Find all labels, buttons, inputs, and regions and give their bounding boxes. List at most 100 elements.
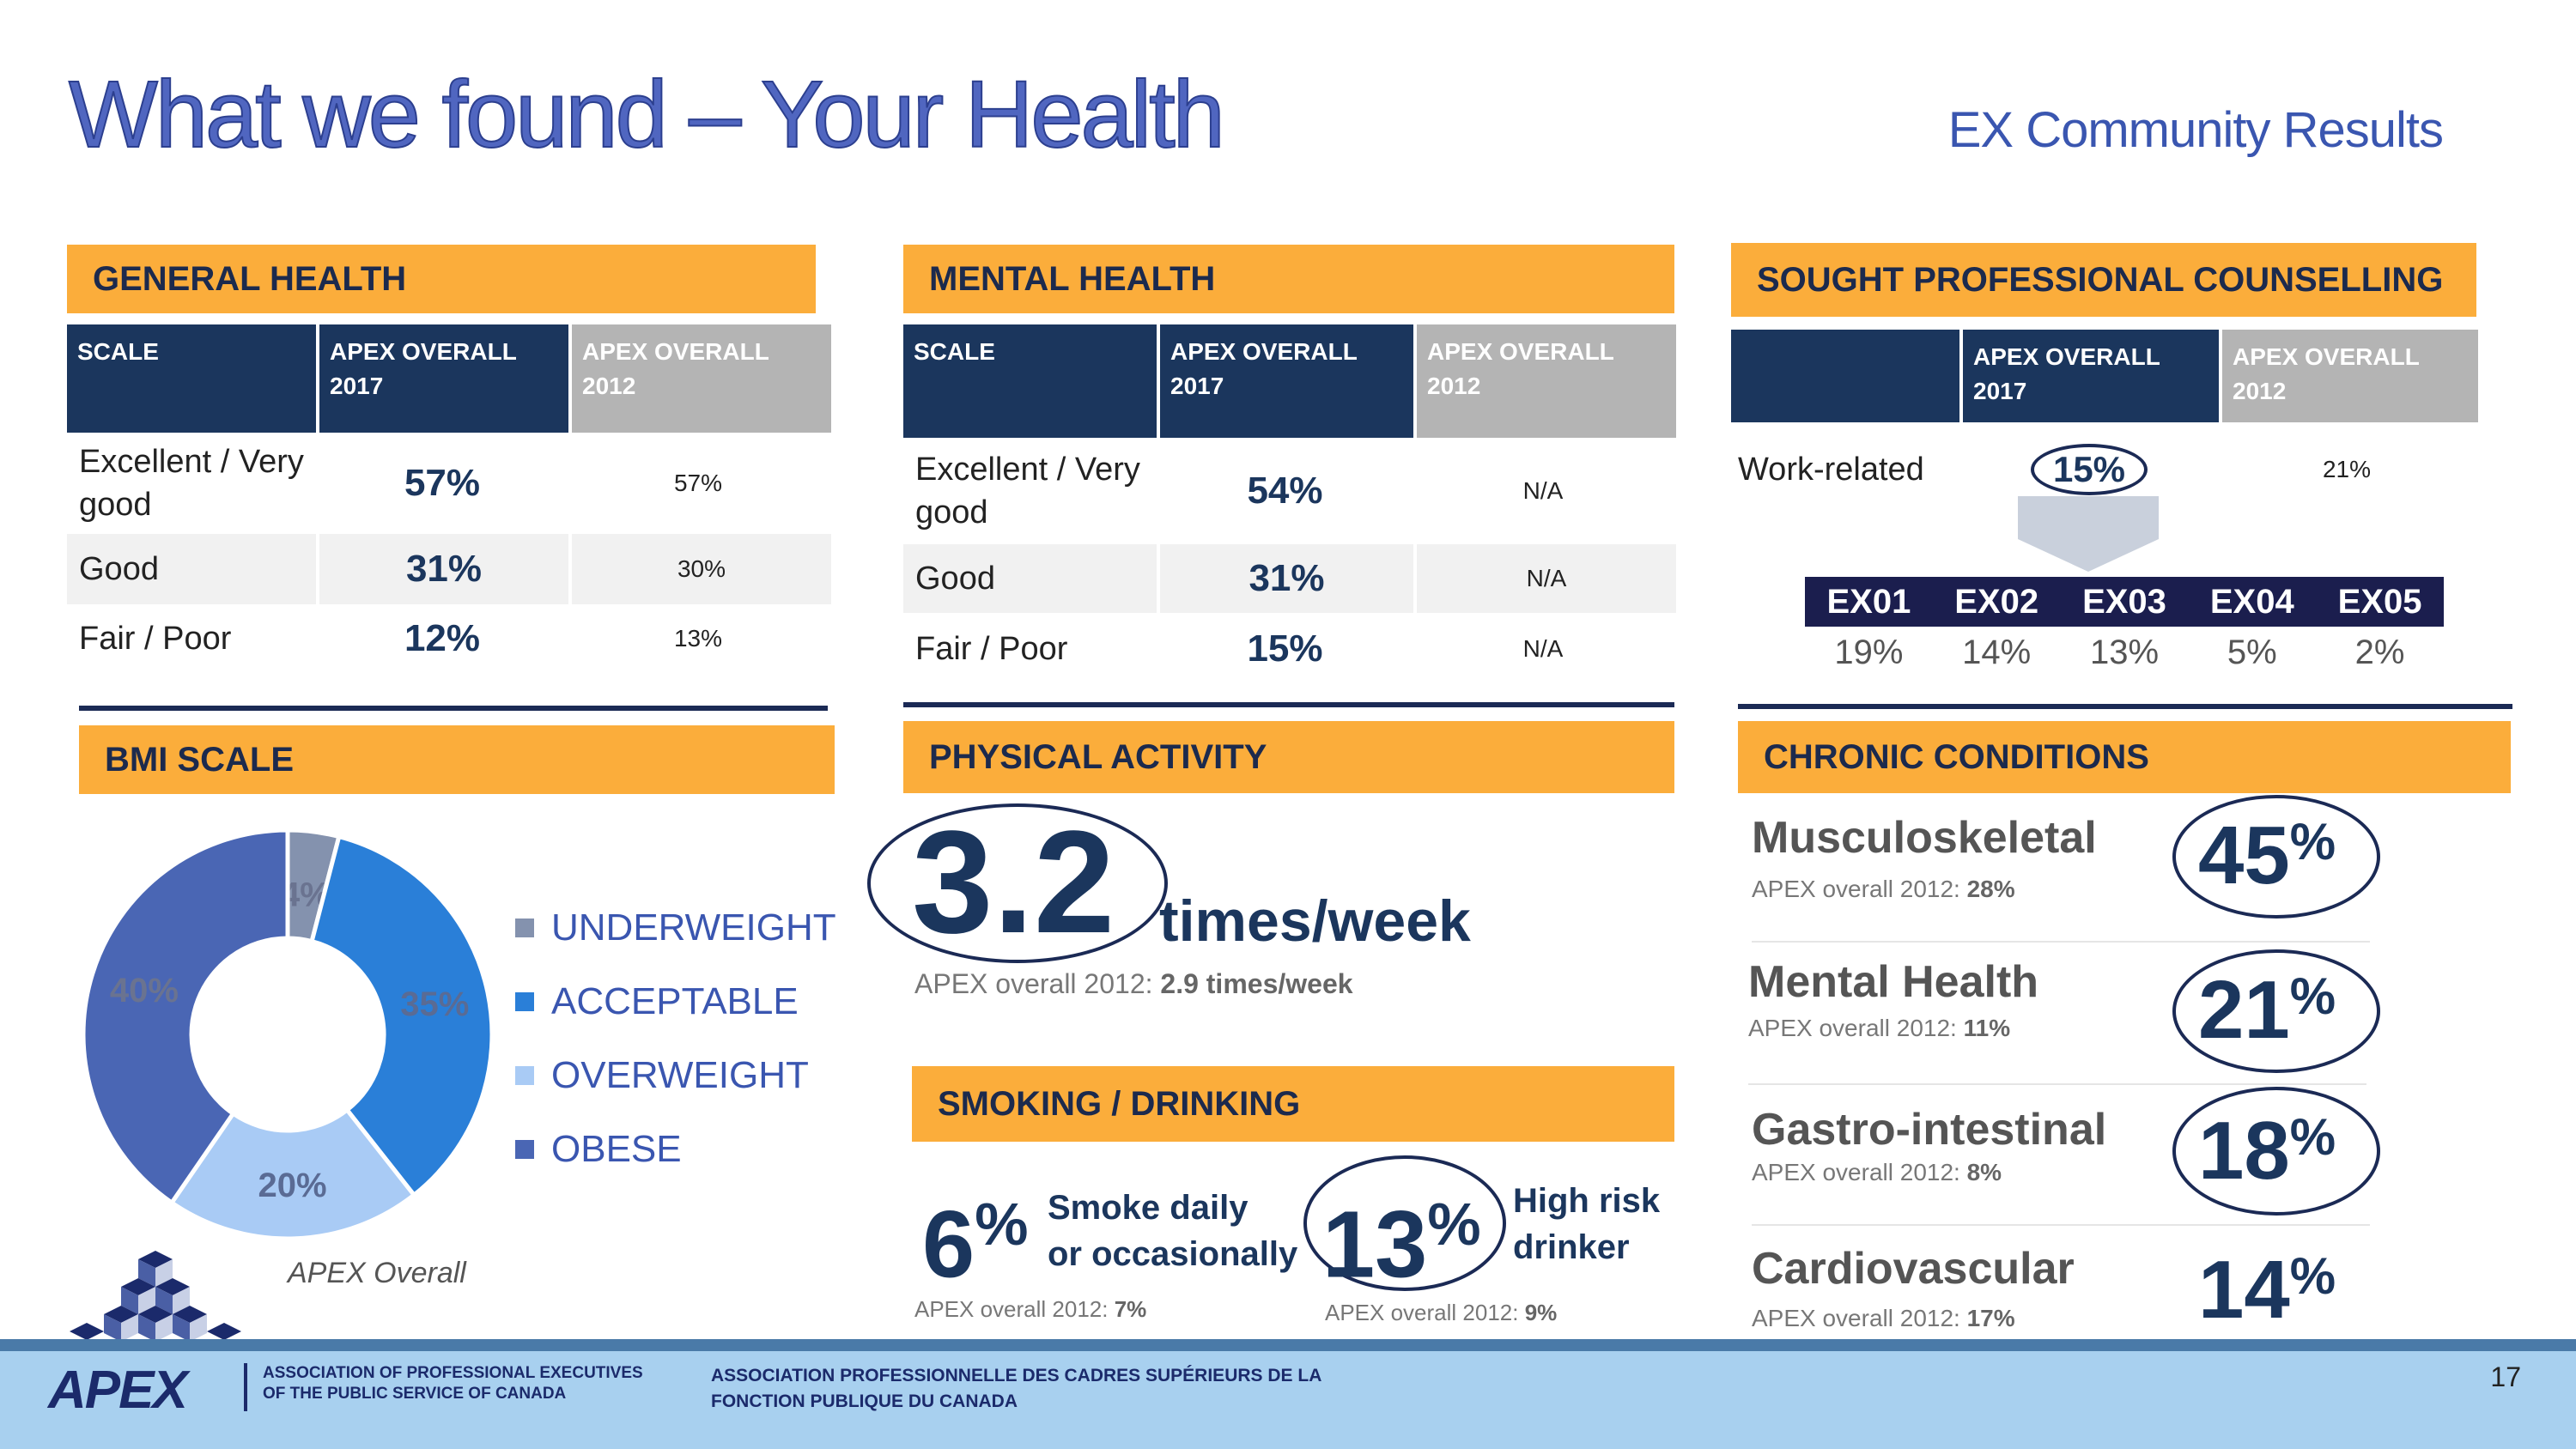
column-header: [1731, 330, 1959, 422]
footer-divider: [244, 1363, 247, 1411]
condition-compare: APEX overall 2012: 8%: [1752, 1159, 2370, 1186]
condition-value: 14%: [2198, 1243, 2336, 1337]
condition-number: 18: [2198, 1105, 2290, 1197]
apex-cubes-logo: [70, 1251, 241, 1342]
counselling-table: APEX OVERALL 2017 APEX OVERALL 2012 Work…: [1731, 330, 2478, 517]
column-header: APEX OVERALL 2017: [1963, 330, 2219, 422]
compare-value: 2.9 times/week: [1160, 968, 1353, 999]
condition-number: 45: [2198, 809, 2290, 901]
compare-value: 17%: [1966, 1305, 2015, 1331]
org-name-en: ASSOCIATION OF PROFESSIONAL EXECUTIVES O…: [263, 1363, 643, 1404]
condition-name: Mental Health: [1748, 957, 2039, 1007]
compare-label: APEX overall 2012:: [1748, 1015, 1957, 1041]
compare-label: APEX overall 2012:: [1752, 1305, 1960, 1331]
legend-label: OBESE: [551, 1128, 682, 1170]
ex-label: EX05: [2337, 583, 2422, 621]
row-label: Fair / Poor: [79, 621, 232, 657]
value-2017: 54%: [1247, 470, 1323, 512]
smoke-label-line: or occasionally: [1048, 1235, 1298, 1273]
compare-value: 7%: [1114, 1296, 1147, 1322]
drink-value: 13%: [1322, 1173, 1481, 1297]
smoke-label-line: Smoke daily: [1048, 1189, 1249, 1227]
value-2012: 30%: [572, 534, 831, 604]
value-2012: 13%: [673, 625, 723, 652]
table-row: Good 31% 30%: [67, 534, 831, 604]
ex-value: 19%: [1834, 634, 1904, 671]
smoke-label: Smoke daily or occasionally: [1048, 1185, 1297, 1277]
table-row: Excellent / Very good 54% N/A: [903, 438, 1676, 544]
table-row: Fair / Poor 15% N/A: [903, 613, 1676, 685]
page-number: 17: [2490, 1361, 2521, 1392]
condition-compare: APEX overall 2012: 17%: [1752, 1305, 2370, 1332]
bmi-legend: UNDERWEIGHT ACCEPTABLE OVERWEIGHT OBESE: [515, 891, 836, 1186]
percent-sign: %: [975, 1191, 1029, 1258]
legend-label: UNDERWEIGHT: [551, 906, 836, 949]
compare-value: 8%: [1966, 1159, 2002, 1185]
row-label: Good: [67, 534, 316, 604]
donut-label: 20%: [258, 1167, 327, 1204]
condition-name: Musculoskeletal: [1752, 813, 2097, 863]
counselling-header: SOUGHT PROFESSIONAL COUNSELLING: [1731, 243, 2476, 317]
compare-label: APEX overall 2012:: [1752, 1159, 1960, 1185]
percent-sign: %: [2289, 813, 2336, 870]
ex-value: 5%: [2227, 634, 2277, 671]
org-name-line: ASSOCIATION OF PROFESSIONAL EXECUTIVES: [263, 1364, 643, 1382]
value-2017: 57%: [404, 462, 481, 504]
ex-breakdown-values: 19% 14% 13% 5% 2%: [1805, 627, 2444, 678]
table-row: Work-related 15% 21%: [1731, 422, 2478, 517]
legend-swatch: [515, 992, 534, 1011]
page-title: What we found – Your Health: [68, 61, 1226, 168]
compare-label: APEX overall 2012:: [914, 968, 1153, 999]
column-header: APEX OVERALL 2012: [1417, 324, 1676, 438]
drink-label: High risk drinker: [1513, 1178, 1660, 1270]
table-row: Excellent / Very good 57% 57%: [67, 433, 831, 534]
row-label: Excellent / Very good: [915, 452, 1140, 530]
smoking-header: SMOKING / DRINKING: [912, 1066, 1674, 1142]
compare-value: 28%: [1966, 876, 2015, 902]
row-label: Excellent / Very good: [79, 444, 304, 523]
column-header: APEX OVERALL 2017: [319, 324, 568, 433]
down-arrow-icon: [2018, 496, 2159, 572]
compare-value: 11%: [1963, 1015, 2011, 1041]
value-2012: 57%: [673, 470, 723, 496]
condition-name: Cardiovascular: [1752, 1244, 2075, 1294]
drink-number: 13: [1322, 1191, 1428, 1298]
ex-label: EX02: [1954, 583, 2039, 621]
condition-number: 14: [2198, 1244, 2290, 1336]
ex-label: EX01: [1826, 583, 1911, 621]
percent-sign: %: [2289, 967, 2336, 1025]
legend-swatch: [515, 1140, 534, 1159]
donut-slice-obese: [81, 828, 290, 1206]
donut-slice-overweight: [168, 1106, 417, 1241]
highlight-ellipse: [867, 803, 1168, 963]
footer-stripe: [0, 1339, 2576, 1351]
column-header: APEX OVERALL 2017: [1160, 324, 1413, 438]
table-row: Good 31% N/A: [903, 544, 1676, 613]
highlight-ellipse: [2172, 795, 2380, 919]
condition-item: Cardiovascular APEX overall 2012: 17%: [1752, 1243, 2370, 1332]
org-name-line: ASSOCIATION PROFESSIONNELLE DES CADRES S…: [711, 1366, 1322, 1385]
ex-value: 14%: [1962, 634, 2032, 671]
general-health-header: GENERAL HEALTH: [67, 245, 816, 313]
condition-name: Gastro-intestinal: [1752, 1105, 2107, 1155]
drink-label-line: High risk: [1513, 1182, 1661, 1220]
value-2017: 15%: [1959, 444, 2219, 495]
condition-compare: APEX overall 2012: 28%: [1752, 876, 2370, 903]
compare-label: APEX overall 2012:: [1325, 1300, 1519, 1325]
donut-label: 35%: [400, 985, 469, 1023]
ex-label: EX03: [2082, 583, 2166, 621]
column-header: SCALE: [903, 324, 1157, 438]
legend-label: OVERWEIGHT: [551, 1054, 809, 1096]
org-name-line: OF THE PUBLIC SERVICE OF CANADA: [263, 1385, 567, 1403]
compare-label: APEX overall 2012:: [1752, 876, 1960, 902]
ex-label: EX04: [2209, 583, 2294, 621]
legend-swatch: [515, 919, 534, 937]
value-2012: 21%: [2322, 456, 2372, 482]
activity-compare: APEX overall 2012: 2.9 times/week: [914, 968, 1353, 1000]
condition-item: Mental Health APEX overall 2012: 11%: [1748, 956, 2366, 1085]
column-header: APEX OVERALL 2012: [572, 324, 831, 433]
value-2012: N/A: [1417, 544, 1676, 613]
column-header: APEX OVERALL 2012: [2222, 330, 2478, 422]
smoke-value: 6%: [922, 1173, 1028, 1297]
legend-label: ACCEPTABLE: [551, 980, 799, 1022]
